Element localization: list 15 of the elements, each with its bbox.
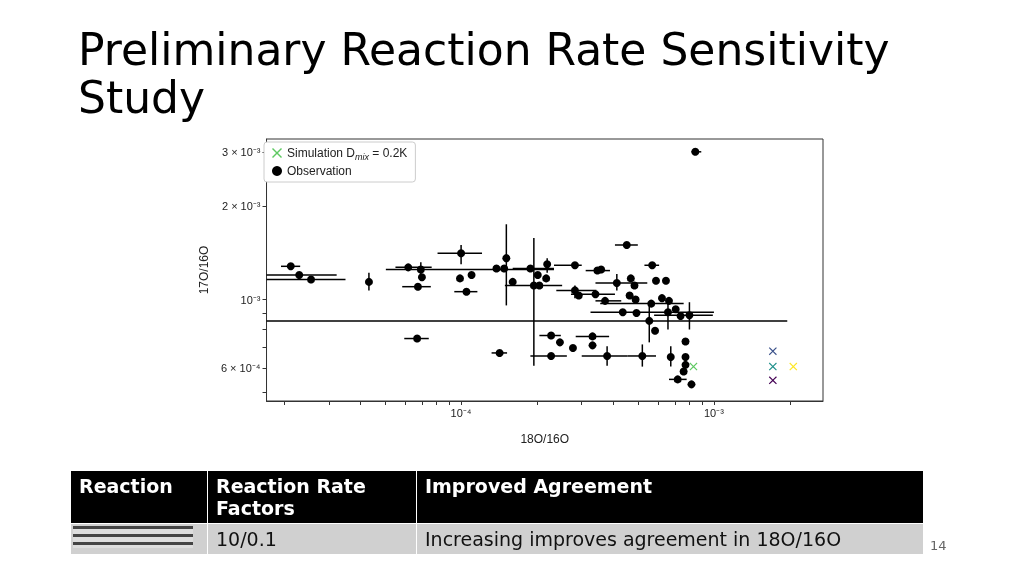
- x-axis-title: 18O/16O: [520, 432, 570, 446]
- y-tick-label: 6 × 10⁻⁴: [220, 362, 261, 375]
- y-tick-label: 10⁻³: [240, 293, 261, 306]
- text: Increasing improves agreement in 18O/16O: [416, 523, 924, 555]
- legend-label: Observation: [287, 164, 352, 178]
- chart-title: Preliminary Reaction Rate Sensitivity Study: [78, 24, 891, 123]
- text: 10/0.1: [207, 523, 417, 555]
- y-tick-label: 2 × 10⁻³: [221, 200, 261, 213]
- text: 14: [930, 538, 947, 553]
- y-tick-label: 3 × 10⁻³: [221, 145, 261, 158]
- x-tick-label: 10⁻⁴: [450, 406, 472, 419]
- text: Reaction: [70, 470, 208, 524]
- text: Reaction Rate Factors: [207, 470, 417, 524]
- text: Improved Agreement: [416, 470, 924, 524]
- y-axis-title: 17O/16O: [197, 245, 211, 295]
